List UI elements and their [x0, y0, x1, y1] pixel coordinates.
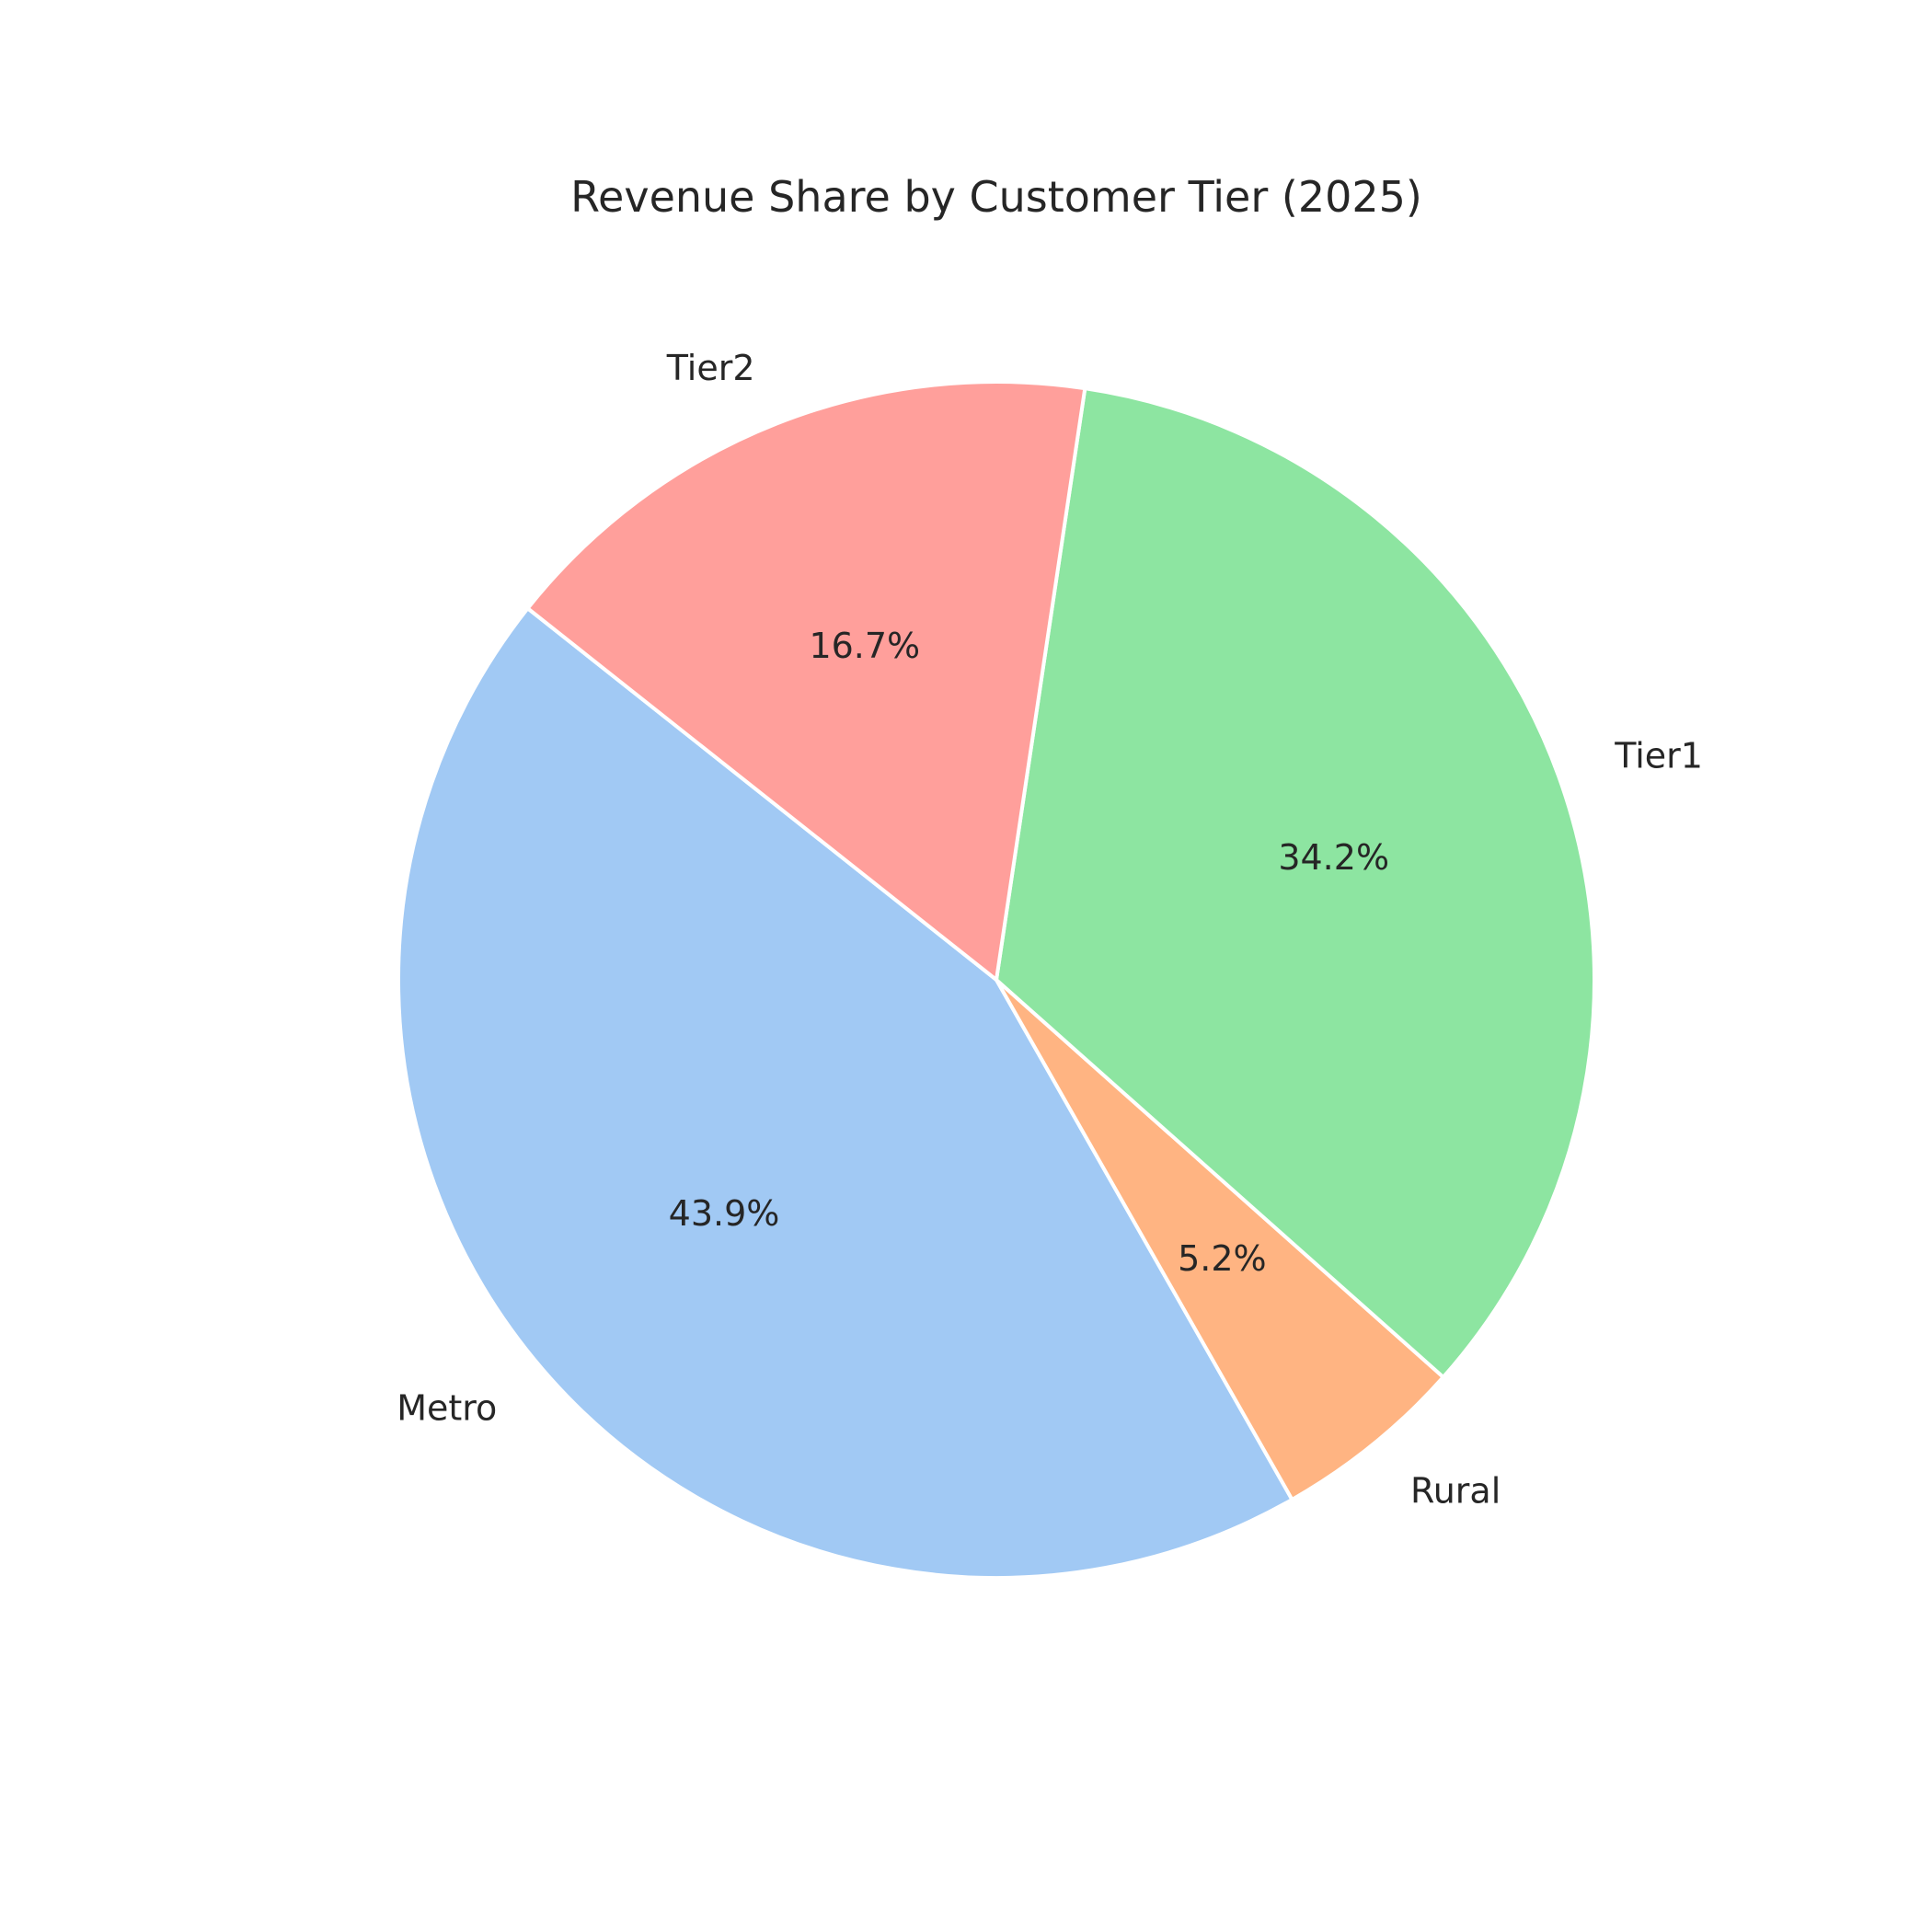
pie-slices: [397, 380, 1596, 1581]
slice-label-tier2: Tier2: [666, 348, 755, 388]
pct-label-tier2: 16.7%: [809, 626, 920, 666]
pie-slice-tier1: [995, 386, 1596, 1379]
pct-label-tier1: 34.2%: [1278, 837, 1389, 878]
slice-label-rural: Rural: [1410, 1471, 1501, 1512]
pct-label-metro: 43.9%: [669, 1193, 780, 1234]
slice-label-metro: Metro: [397, 1388, 497, 1429]
pct-label-rural: 5.2%: [1178, 1238, 1267, 1279]
pie-slice-metro: [397, 606, 1294, 1581]
pie-slice-tier2: [525, 380, 1087, 982]
pie-slice-rural: [995, 978, 1445, 1501]
chart-title: Revenue Share by Customer Tier (2025): [570, 172, 1422, 222]
pie-labels: Metro 43.9% Rural 5.2% Tier1 34.2% Tier2 16.7%: [397, 348, 1703, 1512]
slice-label-tier1: Tier1: [1614, 735, 1703, 776]
